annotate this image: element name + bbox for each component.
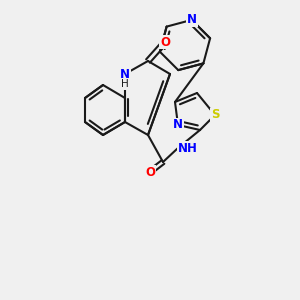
Text: S: S (211, 109, 219, 122)
Text: N: N (120, 68, 130, 80)
Text: H: H (121, 79, 129, 89)
Text: O: O (160, 35, 170, 49)
Text: N: N (173, 118, 183, 131)
Text: O: O (145, 166, 155, 178)
Text: NH: NH (178, 142, 198, 154)
Text: N: N (187, 14, 197, 26)
